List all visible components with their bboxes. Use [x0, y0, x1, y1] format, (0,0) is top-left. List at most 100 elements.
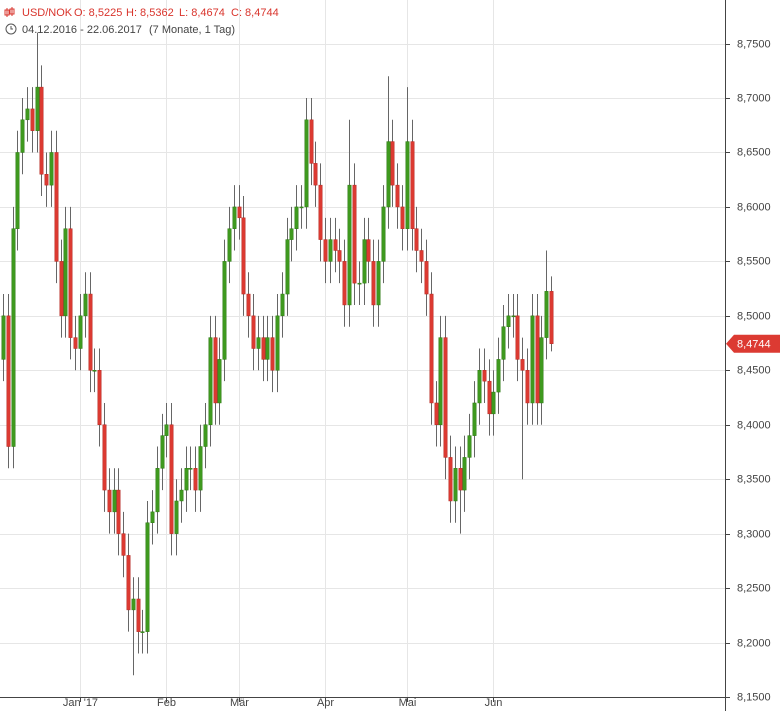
low-label: L: 8,4674 — [179, 7, 225, 19]
candle-body — [424, 261, 429, 295]
candle-body — [371, 261, 376, 306]
candles — [1, 32, 554, 676]
y-tick-label: 8,7500 — [737, 38, 771, 50]
candle-body — [83, 293, 88, 317]
candle-body — [304, 119, 309, 208]
y-tick-label: 8,3500 — [737, 473, 771, 485]
candle-body — [25, 108, 30, 121]
candle-body — [68, 228, 73, 338]
candle-body — [275, 315, 280, 371]
candle-body — [203, 424, 208, 447]
candle-body — [438, 337, 443, 425]
candle-body — [179, 489, 184, 502]
candle-body — [270, 337, 275, 371]
candle-body — [121, 533, 126, 556]
y-tick-label: 8,5000 — [737, 310, 771, 322]
candle-body — [342, 261, 347, 306]
candle-body — [155, 468, 160, 513]
candle-body — [131, 598, 136, 611]
candle-body — [102, 424, 107, 491]
candle-body — [362, 239, 367, 284]
candle-body — [11, 228, 16, 447]
last-price-label: 8,4744 — [737, 339, 771, 351]
open-label: O: 8,5225 — [74, 7, 122, 19]
candle-body — [97, 370, 102, 425]
candle-body — [376, 261, 381, 306]
candle-body — [251, 315, 256, 349]
candle-body — [222, 261, 227, 360]
candle-body — [539, 337, 544, 404]
candle-body — [390, 141, 395, 186]
candle-body — [15, 152, 20, 229]
y-tick-label: 8,5500 — [737, 255, 771, 267]
candle-body — [107, 489, 112, 513]
candle-body — [443, 337, 448, 458]
candle-body — [227, 228, 232, 262]
header: USD/NOK O: 8,5225 H: 8,5362 L: 8,4674 C:… — [3, 6, 279, 36]
y-tick-label: 8,6500 — [737, 146, 771, 158]
candle-body — [400, 206, 405, 229]
candle-body — [549, 291, 554, 344]
candle-body — [491, 391, 496, 415]
candle-body — [458, 468, 463, 491]
candle-body — [352, 184, 357, 284]
candle-body — [59, 261, 64, 317]
candle-body — [299, 206, 304, 209]
candle-body — [73, 337, 78, 349]
candle-body — [246, 293, 251, 317]
candle-body — [434, 402, 439, 425]
candle-body — [429, 293, 434, 404]
candle-body — [520, 359, 525, 371]
candle-body — [453, 468, 458, 502]
candle-body — [188, 468, 193, 470]
x-tick-label: Jan '17 — [63, 697, 98, 709]
candle-body — [54, 152, 59, 262]
candle-body — [414, 228, 419, 251]
candle-body — [35, 86, 40, 131]
candle-body — [347, 184, 352, 306]
candle-body — [1, 315, 6, 360]
candle-body — [126, 555, 131, 611]
candle-body — [112, 489, 117, 513]
candle-body — [501, 326, 506, 360]
candle-body — [487, 380, 492, 415]
candle-body — [544, 291, 549, 338]
candle-body — [217, 359, 222, 404]
candle-body — [174, 500, 179, 534]
candle-body — [145, 522, 150, 632]
candle-body — [184, 468, 189, 491]
date-range: 04.12.2016 - 22.06.2017 — [22, 24, 142, 36]
candle-body — [477, 370, 482, 404]
clock-icon — [5, 23, 17, 35]
last-price-tag — [726, 334, 780, 353]
candle-body — [88, 293, 93, 371]
candle-body — [357, 282, 362, 285]
candle-body — [78, 315, 83, 349]
candle-body — [395, 184, 400, 208]
candle-body — [6, 315, 11, 447]
axis-labels: 8,1500 8,2000 8,2500 8,3000 8,3500 8,4000 8,45… — [63, 38, 780, 709]
candle-body — [237, 206, 242, 219]
x-tick-label: Jun — [485, 697, 503, 709]
candle-body — [525, 370, 530, 404]
x-tick-label: Feb — [157, 697, 176, 709]
candle-body — [20, 119, 25, 153]
candle-body — [366, 239, 371, 262]
candle-body — [530, 315, 535, 404]
candle-body — [164, 424, 169, 436]
candle-body — [309, 119, 314, 164]
candle-body — [419, 250, 424, 262]
candle-body — [313, 163, 318, 186]
candle-body — [136, 598, 141, 632]
candle-body — [405, 141, 410, 229]
y-tick-label: 8,2500 — [737, 582, 771, 594]
candle-body — [318, 184, 323, 240]
candle-body — [467, 435, 472, 458]
x-tick-label: Mär — [230, 697, 249, 709]
candle-body — [280, 293, 285, 317]
candle-body — [337, 250, 342, 262]
candle-body — [92, 370, 97, 372]
x-tick-label: Apr — [317, 697, 334, 709]
